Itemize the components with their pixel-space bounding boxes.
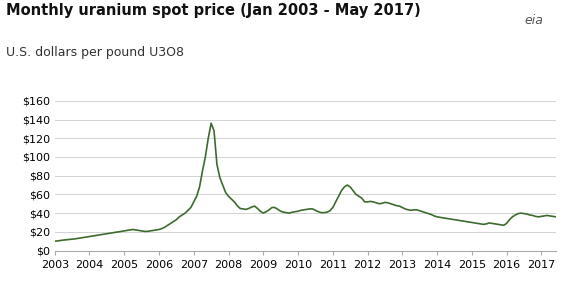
Text: U.S. dollars per pound U3O8: U.S. dollars per pound U3O8 bbox=[6, 46, 184, 59]
Text: Monthly uranium spot price (Jan 2003 - May 2017): Monthly uranium spot price (Jan 2003 - M… bbox=[6, 3, 420, 18]
Text: eia: eia bbox=[524, 14, 543, 27]
